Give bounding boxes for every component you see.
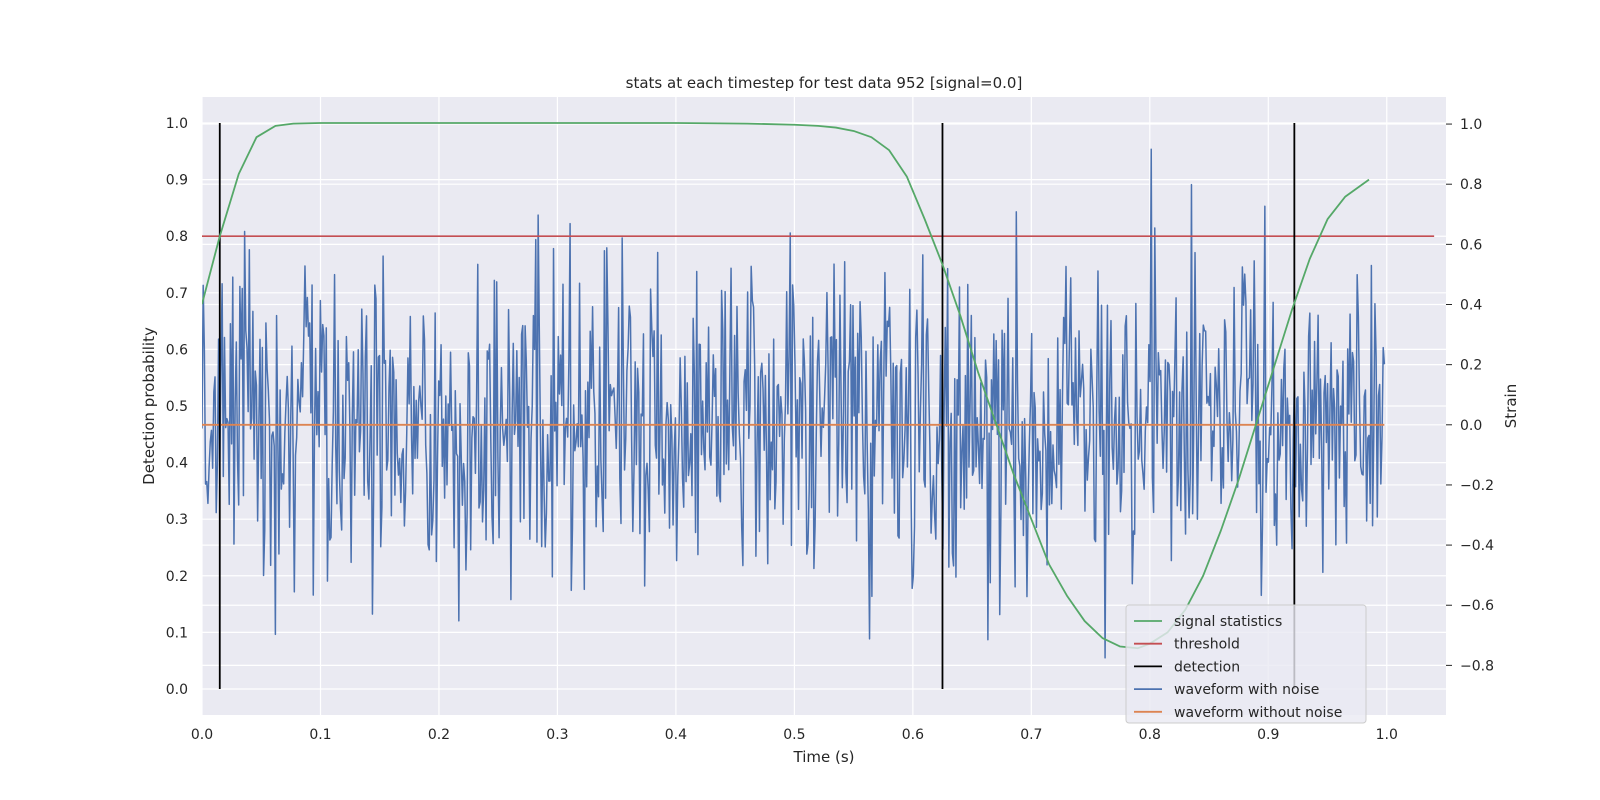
x-tick-label: 0.9 — [1257, 727, 1279, 743]
right-y-axis-label: Strain — [1502, 384, 1520, 428]
legend-box — [1125, 604, 1367, 724]
left-y-tick-label: 0.7 — [166, 286, 188, 302]
left-y-tick-label: 0.5 — [166, 399, 188, 415]
signal-statistics-line — [202, 122, 1370, 650]
left-y-tick-label: 0.6 — [166, 342, 188, 358]
right-y-tick-label: −0.8 — [1460, 658, 1494, 674]
x-tick-label: 0.1 — [309, 727, 331, 743]
x-tick-label: 0.8 — [1139, 727, 1161, 743]
left-y-tick-label: 0.2 — [166, 569, 188, 585]
plot-area — [202, 122, 1435, 689]
waveform-with-noise-line — [202, 148, 1386, 659]
legend-detection-label: detection — [1174, 659, 1240, 675]
legend-waveform-with-noise-label: waveform with noise — [1174, 682, 1319, 698]
left-y-tick-label: 0.0 — [166, 682, 188, 698]
x-tick-label: 0.2 — [428, 727, 450, 743]
series-layer — [202, 122, 1435, 689]
x-tick-label: 0.6 — [902, 727, 924, 743]
x-tick-label: 0.5 — [783, 727, 805, 743]
left-y-tick-label: 0.9 — [166, 173, 188, 189]
x-tick-label: 0.4 — [665, 727, 687, 743]
x-tick-label: 1.0 — [1376, 727, 1398, 743]
x-axis-ticks: 0.0 0.1 0.2 0.3 0.4 0.5 0.6 0.7 0.8 0.9 1.0 — [191, 727, 1398, 743]
x-tick-label: 0.3 — [546, 727, 568, 743]
left-y-axis-label: Detection probability — [140, 327, 158, 485]
legend-waveform-without-noise-label: waveform without noise — [1174, 705, 1342, 721]
left-y-axis-ticks: 0.0 0.1 0.2 0.3 0.4 0.5 0.6 0.7 0.8 0.9 1.0 — [166, 116, 188, 698]
chart-title: stats at each timestep for test data 952… — [626, 74, 1023, 92]
legend-threshold-label: threshold — [1174, 637, 1240, 653]
right-y-tick-label: −0.6 — [1460, 598, 1494, 614]
right-y-tick-label: −0.2 — [1460, 478, 1494, 494]
left-y-tick-label: 0.1 — [166, 625, 188, 641]
right-y-tick-label: 0.4 — [1460, 298, 1482, 314]
legend: signal statistics threshold detection wavef… — [1125, 604, 1367, 724]
left-y-tick-label: 0.8 — [166, 229, 188, 245]
left-y-tick-label: 0.3 — [166, 512, 188, 528]
right-y-tick-label: −0.4 — [1460, 538, 1494, 554]
right-y-tick-label: 1.0 — [1460, 117, 1482, 133]
legend-signal-statistics-label: signal statistics — [1174, 614, 1282, 630]
x-tick-label: 0.0 — [191, 727, 213, 743]
x-axis-label: Time (s) — [793, 748, 855, 766]
right-y-tick-label: 0.2 — [1460, 358, 1482, 374]
right-y-tick-label: 0.6 — [1460, 237, 1482, 253]
right-y-tick-label: 0.8 — [1460, 177, 1482, 193]
left-y-tick-label: 0.4 — [166, 456, 188, 472]
right-y-tick-label: 0.0 — [1460, 418, 1482, 434]
x-tick-label: 0.7 — [1020, 727, 1042, 743]
left-y-tick-label: 1.0 — [166, 116, 188, 132]
right-y-axis-ticks: −0.8 −0.6 −0.4 −0.2 0.0 0.2 0.4 0.6 0.8 1.0 — [1446, 117, 1494, 674]
